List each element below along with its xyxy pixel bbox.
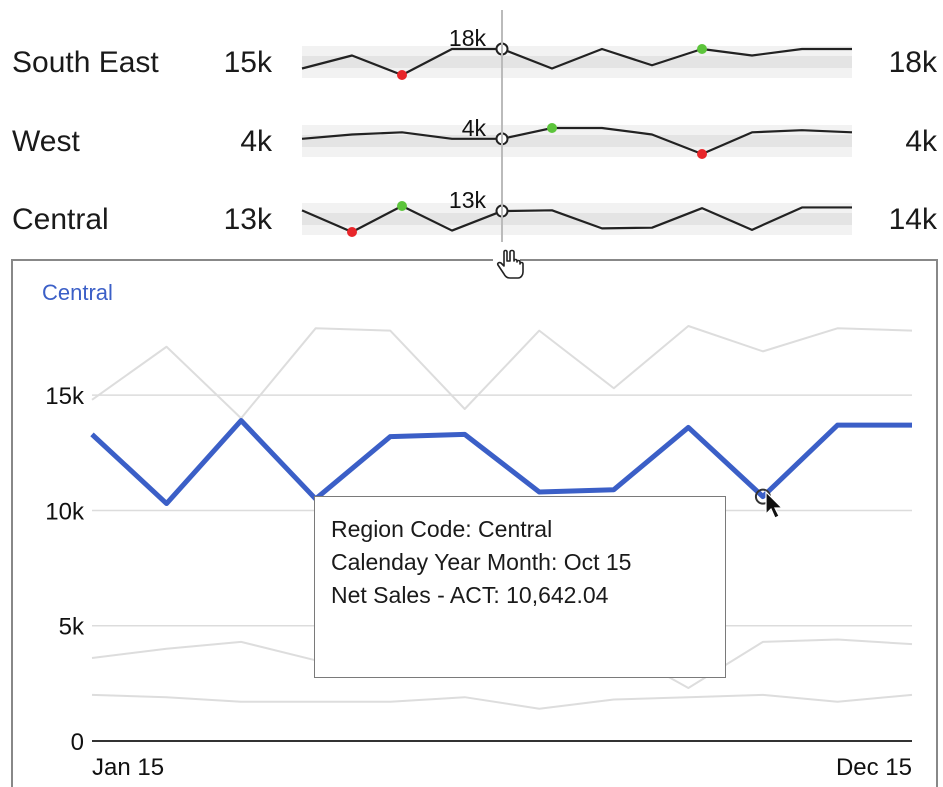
tooltip-month: Calenday Year Month: Oct 15 [331, 549, 632, 575]
sparkline-hover-label: 4k [462, 115, 487, 141]
sparkline-hover-label: 18k [449, 25, 487, 51]
background-series-line [91, 325, 913, 420]
sparkline-hover-label: 13k [449, 187, 487, 213]
background-series-line [91, 693, 913, 710]
sparkline [301, 47, 852, 77]
y-tick-label: 15k [45, 383, 85, 410]
arrow-cursor-icon [765, 490, 784, 519]
y-tick-label: 10k [45, 498, 85, 525]
tooltip-net-sales: Net Sales - ACT: 10,642.04 [331, 582, 609, 608]
last-value-label: 18k [889, 46, 938, 79]
sparkline-max-marker [397, 201, 407, 211]
last-value-label: 14k [889, 203, 938, 236]
sparkline-max-marker [697, 44, 707, 54]
sparkline-normal-range [302, 56, 852, 68]
sparkline-normal-range [302, 135, 852, 147]
x-tick-label: Jan 15 [92, 754, 164, 781]
first-value-label: 15k [224, 46, 273, 79]
hand-pointer-icon[interactable] [496, 249, 524, 279]
panel-title: Central [42, 280, 113, 305]
sparkline [301, 204, 852, 234]
sparkline-max-marker [547, 123, 557, 133]
sparkline-section: South East 15k 18k 18k West 4k 4k 4k Central 13k 1… [12, 25, 938, 237]
sparkline-min-marker [397, 70, 407, 80]
region-label: Central [12, 203, 109, 236]
y-tick-label: 0 [71, 729, 84, 756]
detail-panel-frame [11, 259, 938, 787]
highlighted-series-line [90, 418, 912, 507]
region-label: West [12, 125, 80, 158]
last-value-label: 4k [905, 125, 938, 158]
sparkline-min-marker [697, 149, 707, 159]
x-tick-label: Dec 15 [836, 754, 912, 781]
region-label: South East [12, 46, 159, 79]
sparkline [301, 126, 853, 156]
sparkline-min-marker [347, 227, 357, 237]
y-tick-label: 5k [59, 614, 85, 641]
tooltip: Region Code: Central Calenday Year Month… [314, 496, 726, 678]
tooltip-region: Region Code: Central [331, 516, 553, 542]
first-value-label: 4k [240, 125, 273, 158]
first-value-label: 13k [224, 203, 273, 236]
detail-line-chart: 0 5k 10k 15k Jan 15 Dec 15 [45, 325, 913, 781]
